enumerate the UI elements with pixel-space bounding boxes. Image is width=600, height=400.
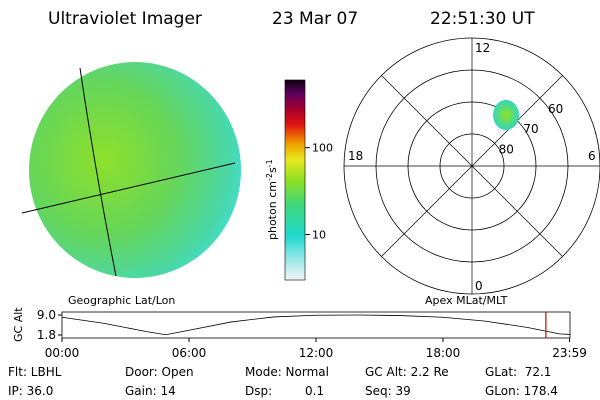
mlt-label: 0 bbox=[475, 279, 483, 293]
footer-field: Seq: 39 bbox=[365, 384, 411, 398]
mlt-label: 12 bbox=[475, 41, 490, 55]
timeline-ylabel: GC Alt bbox=[12, 307, 25, 342]
aurora bbox=[493, 100, 519, 130]
colorbar-label: photon cm-2s-1 bbox=[265, 159, 279, 240]
polar-ring bbox=[407, 101, 537, 231]
footer-field: GLat: 72.1 bbox=[485, 365, 551, 379]
panel-label: Apex MLat/MLT bbox=[425, 294, 508, 307]
uv-image bbox=[21, 62, 241, 278]
x-tick-label: 23:59 bbox=[552, 346, 587, 360]
x-tick-label: 00:00 bbox=[45, 346, 80, 360]
timeline-frame bbox=[61, 311, 571, 339]
ring-label: 60 bbox=[548, 102, 563, 116]
footer-field: Dsp: bbox=[245, 384, 272, 398]
mlt-label: 18 bbox=[348, 149, 363, 163]
footer-field: Flt: LBHL bbox=[8, 365, 62, 379]
x-tick-label: 12:00 bbox=[299, 346, 334, 360]
panel-label: Geographic Lat/Lon bbox=[68, 294, 175, 307]
footer-field: Gain: 14 bbox=[125, 384, 176, 398]
time: 22:51:30 UT bbox=[430, 9, 535, 29]
x-tick-label: 18:00 bbox=[426, 346, 461, 360]
footer-field: 0.1 bbox=[305, 384, 324, 398]
ring-label: 70 bbox=[523, 122, 538, 136]
footer-field: Door: Open bbox=[125, 365, 194, 379]
ring-label: 80 bbox=[499, 143, 514, 157]
footer-field: GC Alt: 2.2 Re bbox=[365, 365, 449, 379]
footer-field: IP: 36.0 bbox=[8, 384, 53, 398]
polar-ring bbox=[439, 133, 505, 199]
y-tick-label: 1.8 bbox=[37, 328, 56, 342]
date: 23 Mar 07 bbox=[272, 9, 358, 29]
colorbar bbox=[284, 79, 306, 281]
colorbar-tick-label: 10 bbox=[312, 229, 326, 242]
y-tick-label: 9.0 bbox=[37, 308, 56, 322]
footer-field: GLon: 178.4 bbox=[485, 384, 558, 398]
polar-ring bbox=[375, 69, 569, 263]
title: Ultraviolet Imager bbox=[48, 9, 202, 29]
x-tick-label: 06:00 bbox=[172, 346, 207, 360]
footer-field: Mode: Normal bbox=[245, 365, 329, 379]
altitude-line bbox=[61, 314, 571, 336]
mlt-label: 6 bbox=[588, 149, 596, 163]
colorbar-tick-label: 100 bbox=[312, 142, 333, 155]
